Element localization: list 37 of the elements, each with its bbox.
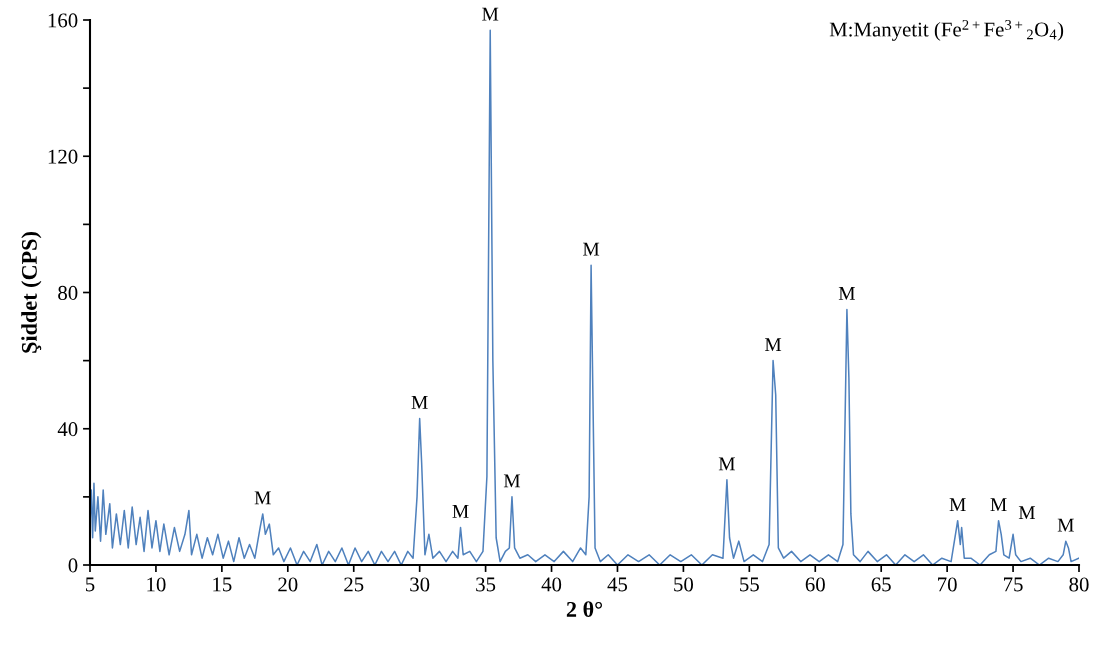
annotation: M xyxy=(949,498,966,512)
annotation: M xyxy=(838,287,855,300)
x-tick-label: 45 xyxy=(607,577,628,592)
annotation: M xyxy=(411,396,428,409)
x-tick-label: 55 xyxy=(740,577,759,592)
x-axis-title: 2 θ° xyxy=(566,601,602,617)
x-tick-label: 40 xyxy=(541,577,562,592)
y-tick-label: 40 xyxy=(57,422,78,437)
annotation: M xyxy=(254,491,271,505)
y-tick-label: 120 xyxy=(48,149,78,164)
x-tick-label: 75 xyxy=(1004,577,1023,592)
x-tick-label: 80 xyxy=(1069,577,1089,592)
x-tick-label: 15 xyxy=(213,577,232,592)
annotation: M xyxy=(718,457,735,471)
annotation: M xyxy=(1057,518,1074,532)
y-tick-label: 80 xyxy=(58,285,78,300)
x-tick-label: 70 xyxy=(938,577,957,592)
x-tick-label: 60 xyxy=(805,577,825,592)
y-axis-title: Şiddet (CPS) xyxy=(21,232,42,353)
x-tick-label: 5 xyxy=(86,577,95,592)
annotation: M:Manyetit (Fe$^{2+}$Fe$^{3+}$$_{2}$O$_{4}$) xyxy=(829,20,1064,41)
x-tick-label: 20 xyxy=(278,577,298,592)
x-tick-label: 25 xyxy=(344,577,364,592)
x-tick-label: 50 xyxy=(674,577,694,592)
y-tick-label: 0 xyxy=(68,558,78,573)
annotation: M xyxy=(452,505,469,518)
x-tick-label: 10 xyxy=(147,577,166,592)
y-tick-label: 160 xyxy=(48,13,78,28)
x-tick-label: 65 xyxy=(871,577,891,592)
x-tick-label: 35 xyxy=(476,577,496,592)
annotation: M xyxy=(503,474,521,488)
annotation: M xyxy=(764,338,782,351)
x-tick-label: 30 xyxy=(410,577,430,592)
annotation: M xyxy=(990,498,1007,512)
annotation: M xyxy=(1018,506,1036,520)
annotation: M xyxy=(583,242,600,256)
annotation: M xyxy=(482,7,499,21)
